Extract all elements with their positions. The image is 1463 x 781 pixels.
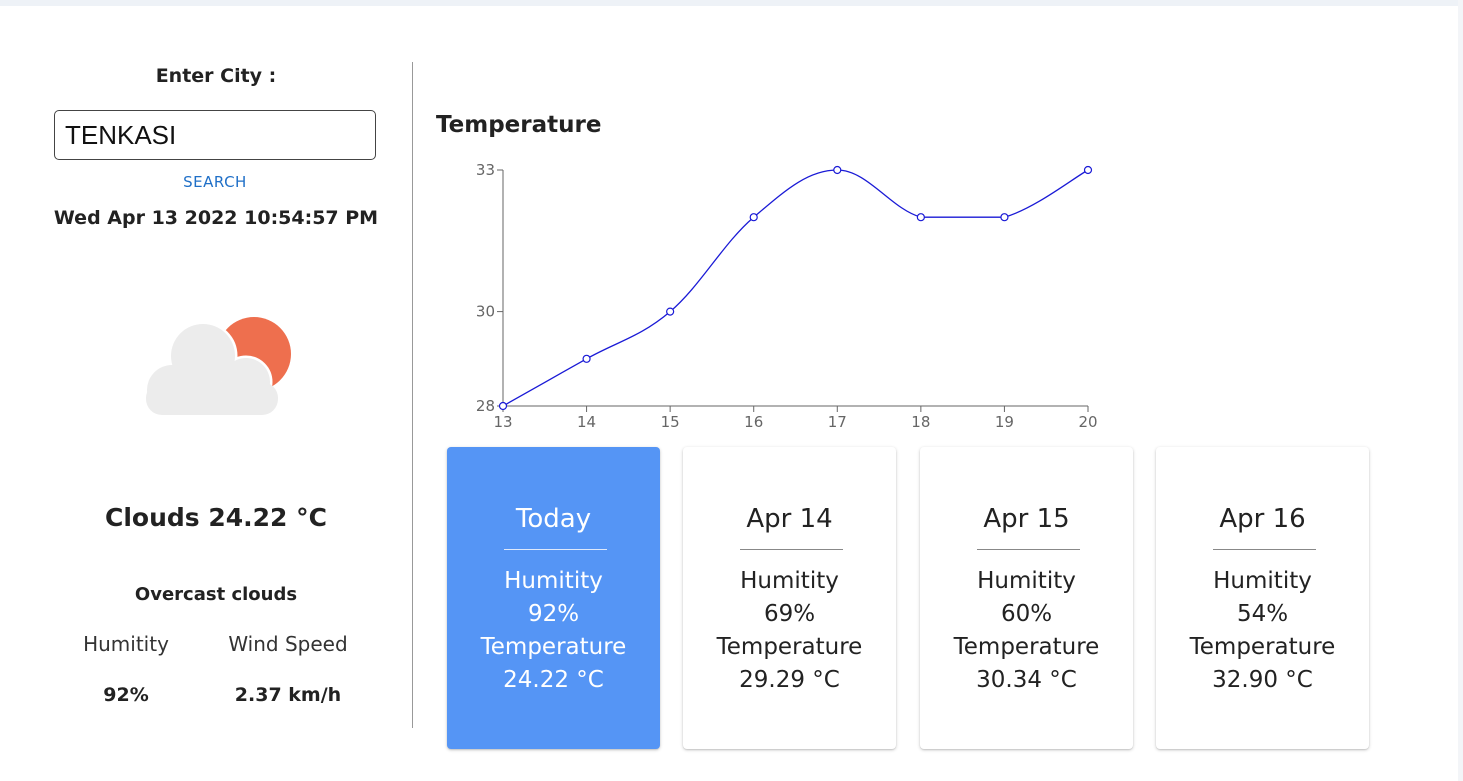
data-point <box>666 307 675 316</box>
card-temperature-label: Temperature <box>1189 634 1336 660</box>
data-point <box>1000 213 1009 222</box>
current-datetime: Wed Apr 13 2022 10:54:57 PM <box>53 207 379 229</box>
card-divider <box>504 549 607 550</box>
wind-speed-label: Wind Speed <box>228 632 348 656</box>
right-edge <box>1458 0 1463 781</box>
x-tick-label: 16 <box>744 413 763 431</box>
forecast-card[interactable]: Apr 14 Humitity 69% Temperature 29.29 °C <box>683 447 896 749</box>
card-humidity-value: 69% <box>763 601 816 627</box>
card-temperature-value: 32.90 °C <box>1212 667 1313 693</box>
x-tick-label: 19 <box>995 413 1014 431</box>
x-tick-label: 13 <box>493 413 512 431</box>
wind-speed-value: 2.37 km/h <box>234 684 342 706</box>
card-humidity-value: 54% <box>1236 601 1289 627</box>
card-date: Today <box>515 504 592 534</box>
x-tick-label: 18 <box>911 413 930 431</box>
x-tick-label: 15 <box>661 413 680 431</box>
card-temperature-value: 24.22 °C <box>503 667 604 693</box>
y-tick-label: 33 <box>476 161 495 179</box>
enter-city-label: Enter City : <box>155 65 277 87</box>
x-tick-label: 20 <box>1078 413 1097 431</box>
card-date: Apr 15 <box>983 504 1070 534</box>
top-strip <box>0 0 1463 6</box>
card-humidity-label: Humitity <box>1213 568 1312 594</box>
data-point <box>749 213 758 222</box>
card-temperature-value: 29.29 °C <box>739 667 840 693</box>
card-humidity-label: Humitity <box>740 568 839 594</box>
condition-temperature: Clouds 24.22 °C <box>105 503 327 532</box>
current-weather-panel: Enter City : SEARCH Wed Apr 13 2022 10:5… <box>0 0 412 781</box>
chart-title: Temperature <box>436 112 602 138</box>
card-temperature-label: Temperature <box>953 634 1100 660</box>
temperature-line <box>502 169 1089 407</box>
card-humidity-label: Humitity <box>504 568 603 594</box>
data-point <box>916 213 925 222</box>
card-humidity-value: 92% <box>527 601 580 627</box>
panel-divider <box>412 62 413 728</box>
forecast-card[interactable]: Apr 16 Humitity 54% Temperature 32.90 °C <box>1156 447 1369 749</box>
card-temperature-label: Temperature <box>480 634 627 660</box>
x-tick-label: 17 <box>828 413 847 431</box>
card-divider <box>1213 549 1316 550</box>
card-temperature-value: 30.34 °C <box>976 667 1077 693</box>
forecast-card[interactable]: Today Humitity 92% Temperature 24.22 °C <box>447 447 660 749</box>
weather-description: Overcast clouds <box>134 584 298 605</box>
card-temperature-label: Temperature <box>716 634 863 660</box>
data-point <box>1083 165 1093 175</box>
card-divider <box>740 549 843 550</box>
data-point <box>833 165 842 175</box>
data-point <box>582 354 591 363</box>
city-input[interactable] <box>54 110 376 160</box>
card-date: Apr 16 <box>1219 504 1306 534</box>
humidity-label: Humitity <box>83 632 169 656</box>
card-divider <box>977 549 1080 550</box>
search-button[interactable]: SEARCH <box>150 169 280 195</box>
card-date: Apr 14 <box>746 504 833 534</box>
data-point <box>498 401 508 411</box>
y-tick-label: 30 <box>476 303 495 321</box>
humidity-value: 92% <box>103 684 149 706</box>
card-humidity-label: Humitity <box>977 568 1076 594</box>
card-humidity-value: 60% <box>1000 601 1053 627</box>
x-tick-label: 14 <box>577 413 596 431</box>
y-tick-label: 28 <box>476 397 495 415</box>
forecast-card[interactable]: Apr 15 Humitity 60% Temperature 30.34 °C <box>920 447 1133 749</box>
temperature-chart: 28 30 33 13 14 15 16 17 18 19 20 <box>476 161 1098 431</box>
cloud-sun-icon <box>144 317 291 418</box>
